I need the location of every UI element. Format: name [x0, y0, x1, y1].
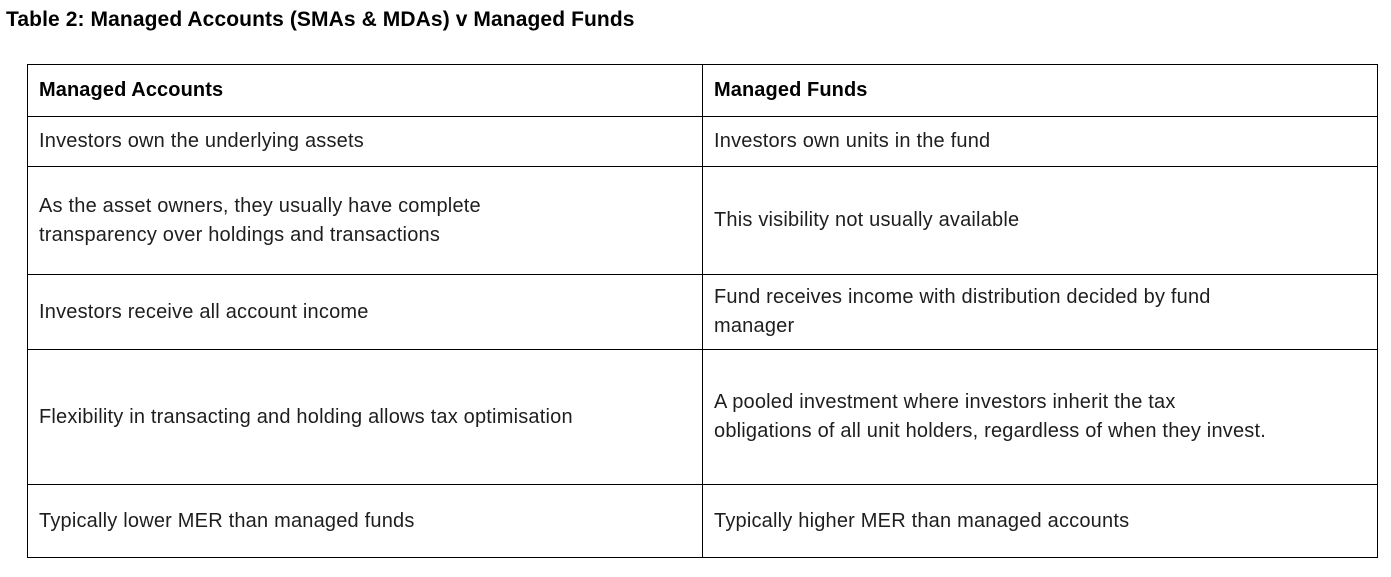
column-header-managed-accounts: Managed Accounts: [27, 64, 703, 117]
cell-managed-accounts: Flexibility in transacting and holding a…: [27, 349, 703, 485]
cell-text: Typically higher MER than managed accoun…: [714, 509, 1130, 532]
table-row: Investors receive all account income Fun…: [27, 274, 1378, 350]
column-header-managed-funds: Managed Funds: [702, 64, 1378, 117]
cell-managed-funds: Typically higher MER than managed accoun…: [702, 484, 1378, 558]
table-row: Typically lower MER than managed funds T…: [27, 484, 1378, 558]
cell-managed-accounts: Typically lower MER than managed funds: [27, 484, 703, 558]
comparison-table: Managed Accounts Managed Funds Investors…: [27, 64, 1378, 558]
cell-managed-funds: This visibility not usually available: [702, 166, 1378, 275]
table-row: Investors own the underlying assets Inve…: [27, 116, 1378, 167]
cell-managed-funds: A pooled investment where investors inhe…: [702, 349, 1378, 485]
cell-text: Flexibility in transacting and holding a…: [39, 405, 573, 428]
cell-text: Investors own units in the fund: [714, 130, 991, 152]
header-row: Managed Accounts Managed Funds: [27, 64, 1378, 117]
cell-managed-funds: Investors own units in the fund: [702, 116, 1378, 167]
cell-managed-accounts: Investors receive all account income: [27, 274, 703, 350]
cell-managed-accounts: As the asset owners, they usually have c…: [27, 166, 703, 275]
cell-managed-accounts: Investors own the underlying assets: [27, 116, 703, 167]
cell-managed-funds: Fund receives income with distribution d…: [702, 274, 1378, 350]
cell-text: Fund receives income with distribution d…: [714, 286, 1211, 337]
table-row: Flexibility in transacting and holding a…: [27, 349, 1378, 485]
cell-text: As the asset owners, they usually have c…: [39, 194, 481, 246]
cell-text: Typically lower MER than managed funds: [39, 509, 415, 532]
table-row: As the asset owners, they usually have c…: [27, 166, 1378, 275]
cell-text: A pooled investment where investors inhe…: [714, 391, 1266, 442]
table-caption: Table 2: Managed Accounts (SMAs & MDAs) …: [6, 8, 635, 31]
cell-text: This visibility not usually available: [714, 209, 1020, 231]
cell-text: Investors own the underlying assets: [39, 130, 364, 152]
cell-text: Investors receive all account income: [39, 300, 369, 323]
